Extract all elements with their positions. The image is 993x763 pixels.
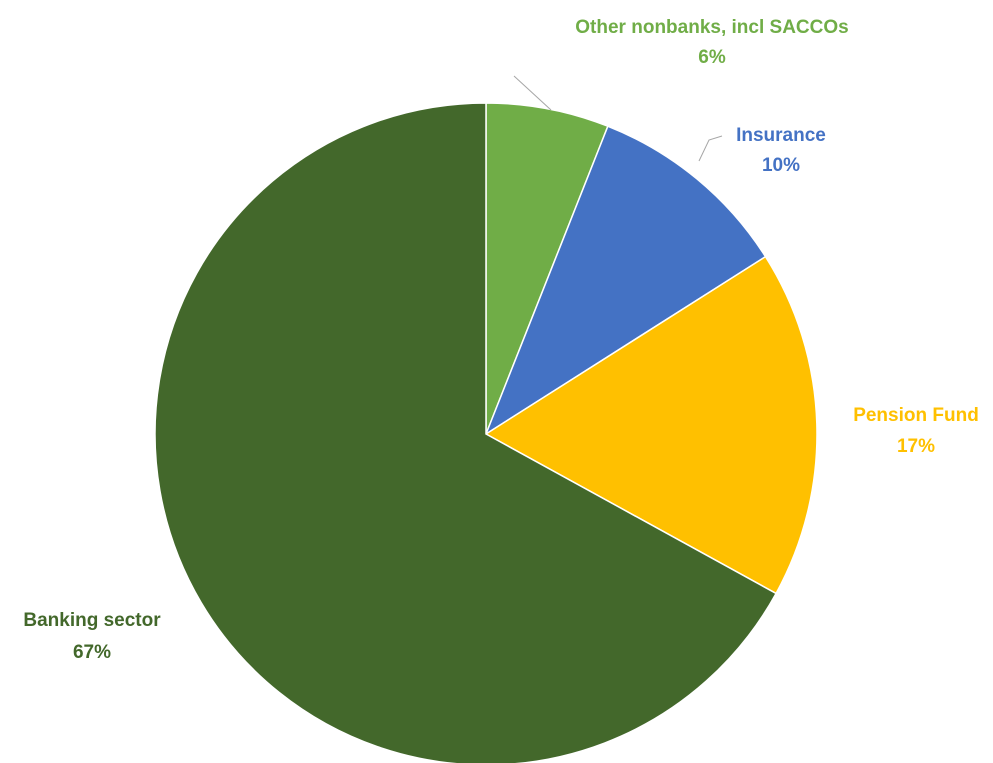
pie-slice-0	[485, 102, 609, 435]
pie-slices	[154, 102, 818, 763]
pie-slice-2	[484, 255, 818, 595]
pie-slice-3	[154, 102, 778, 763]
slice-value-label-1: 10%	[762, 155, 800, 176]
leader-line-1	[698, 135, 723, 162]
slice-label-2: Pension Fund	[853, 405, 979, 426]
slice-label-0: Other nonbanks, incl SACCOs	[575, 17, 848, 38]
slice-label-1: Insurance	[736, 125, 826, 146]
leader-line-0	[513, 75, 552, 111]
leader-lines	[513, 75, 723, 162]
slice-label-3: Banking sector	[23, 610, 161, 631]
pie-slice-1	[484, 125, 767, 436]
slice-labels: Other nonbanks, incl SACCOs 6% Insurance 10…	[23, 17, 978, 663]
slice-value-label-2: 17%	[897, 436, 935, 457]
slice-value-label-3: 67%	[73, 642, 111, 663]
slice-value-label-0: 6%	[698, 47, 726, 68]
